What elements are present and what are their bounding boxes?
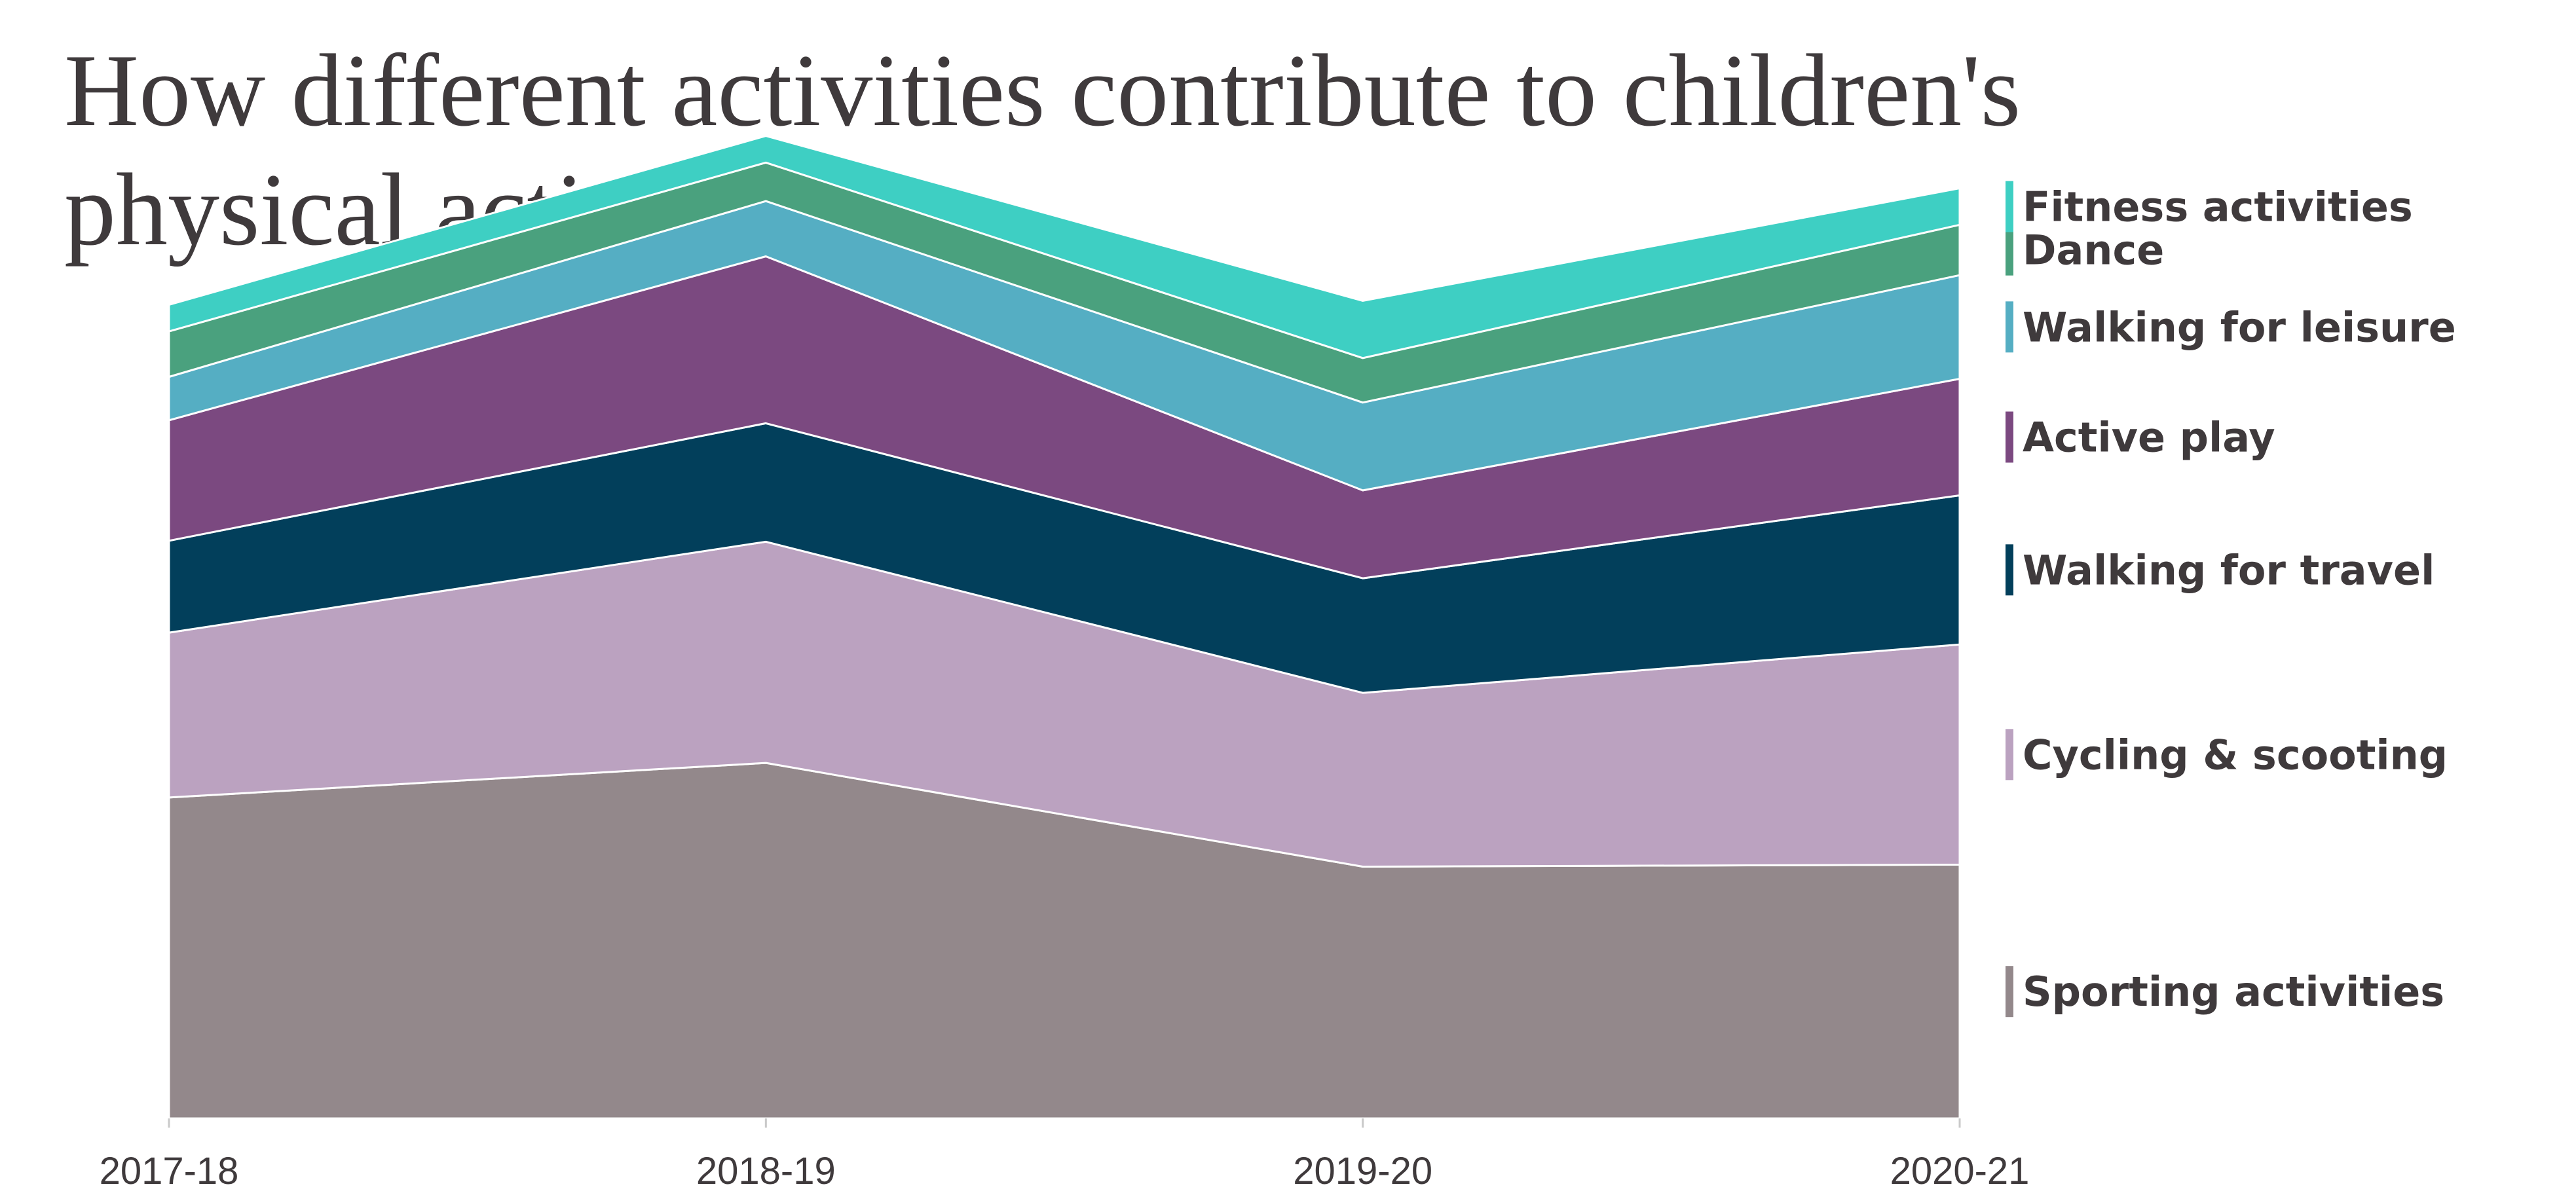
series-areas — [168, 135, 1961, 1120]
legend-swatch-dance — [2006, 224, 2013, 276]
legend-label-dance: Dance — [2023, 227, 2164, 274]
x-tick-label: 2017-18 — [100, 1150, 239, 1192]
series-area-fitness-activities — [168, 135, 1961, 359]
x-tick-label: 2019-20 — [1293, 1150, 1432, 1192]
legend-label-cycling-and-scooting: Cycling & scooting — [2023, 731, 2448, 779]
legend-label-walking-for-leisure: Walking for leisure — [2023, 303, 2456, 351]
legend-swatch-walking-for-leisure — [2006, 301, 2013, 353]
legend-swatch-walking-for-travel — [2006, 544, 2013, 596]
legend-label-active-play: Active play — [2023, 414, 2275, 462]
x-tick-label: 2018-19 — [696, 1150, 836, 1192]
legend-label-sporting-activities: Sporting activities — [2023, 968, 2444, 1016]
legend-swatch-active-play — [2006, 411, 2013, 463]
x-axis: 2017-18 2018-19 2019-20 2020-21 — [100, 1118, 2030, 1192]
legend-swatch-fitness-activities — [2006, 181, 2013, 232]
x-tick-label: 2020-21 — [1890, 1150, 2030, 1192]
legend-label-fitness-activities: Fitness activities — [2023, 183, 2413, 230]
legend-swatch-sporting-activities — [2006, 966, 2013, 1018]
legend: Sporting activities Cycling & scooting Wal… — [2006, 181, 2456, 1018]
legend-swatch-cycling-and-scooting — [2006, 729, 2013, 781]
legend-label-walking-for-travel: Walking for travel — [2023, 546, 2435, 594]
